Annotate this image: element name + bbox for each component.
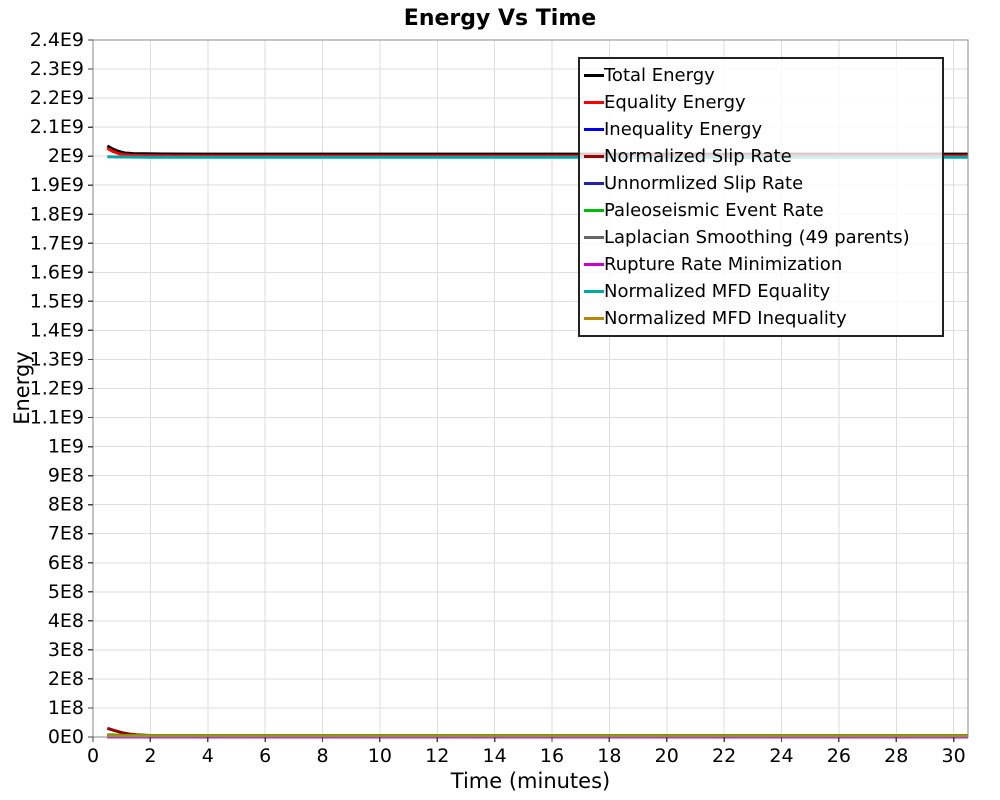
legend-item: Rupture Rate Minimization [584, 251, 938, 278]
y-tick-label: 2.2E9 [30, 87, 84, 109]
legend-swatch-line [584, 209, 604, 212]
legend-item: Normalized MFD Equality [584, 278, 938, 305]
legend-item-label: Normalized MFD Inequality [604, 308, 847, 329]
legend-item: Inequality Energy [584, 116, 938, 143]
series-line [107, 155, 968, 159]
y-tick-label: 1.3E9 [30, 348, 84, 370]
legend-swatch-line [584, 128, 604, 131]
legend-swatch-line [584, 263, 604, 266]
legend-item: Total Energy [584, 62, 938, 89]
y-tick-label: 1.5E9 [30, 290, 84, 312]
x-tick-label: 14 [483, 745, 507, 767]
y-tick-label: 1.6E9 [30, 261, 84, 283]
y-tick-label: 1E9 [48, 436, 84, 458]
legend-item-label: Total Energy [604, 65, 715, 86]
legend-swatch-line [584, 101, 604, 104]
legend-swatch-line [584, 155, 604, 158]
x-tick-label: 22 [712, 745, 736, 767]
y-tick-label: 2.3E9 [30, 58, 84, 80]
y-tick-label: 2.4E9 [30, 29, 84, 51]
y-tick-label: 2E9 [48, 145, 84, 167]
legend-item-label: Normalized Slip Rate [604, 146, 792, 167]
x-tick-label: 16 [540, 745, 564, 767]
y-tick-label: 1.8E9 [30, 203, 84, 225]
y-tick-label: 1.2E9 [30, 378, 84, 400]
x-tick-label: 20 [655, 745, 679, 767]
legend-item: Equality Energy [584, 89, 938, 116]
x-tick-label: 24 [769, 745, 793, 767]
legend-item-label: Rupture Rate Minimization [604, 254, 843, 275]
series-line [106, 144, 968, 156]
x-tick-label: 18 [597, 745, 621, 767]
x-tick-label: 0 [87, 745, 99, 767]
x-tick-label: 30 [942, 745, 966, 767]
legend-item: Unnormlized Slip Rate [584, 170, 938, 197]
legend-item: Normalized Slip Rate [584, 143, 938, 170]
y-tick-label: 0E0 [48, 726, 84, 748]
y-tick-label: 1.1E9 [30, 407, 84, 429]
chart-title: Energy Vs Time [403, 6, 597, 31]
y-tick-label: 1.4E9 [30, 319, 84, 341]
x-axis-label: Time (minutes) [450, 769, 611, 793]
legend-item: Laplacian Smoothing (49 parents) [584, 224, 938, 251]
legend-swatch-line [584, 317, 604, 320]
y-tick-label: 2.1E9 [30, 116, 84, 138]
legend: Total Energy Equality Energy Inequality En… [578, 57, 944, 337]
y-tick-label: 1.9E9 [30, 174, 84, 196]
legend-swatch-line [584, 74, 604, 77]
x-tick-label: 8 [316, 745, 328, 767]
y-tick-label: 4E8 [48, 610, 84, 632]
x-tick-label: 26 [827, 745, 851, 767]
legend-swatch-line [584, 236, 604, 239]
legend-item-label: Equality Energy [604, 92, 746, 113]
y-tick-label: 7E8 [48, 523, 84, 545]
y-tick-label: 9E8 [48, 465, 84, 487]
x-tick-label: 2 [144, 745, 156, 767]
y-tick-label: 3E8 [48, 639, 84, 661]
x-tick-label: 4 [202, 745, 214, 767]
y-tick-label: 1.7E9 [30, 232, 84, 254]
y-tick-label: 6E8 [48, 552, 84, 574]
legend-item: Paleoseismic Event Rate [584, 197, 938, 224]
y-tick-label: 1E8 [48, 697, 84, 719]
legend-item: Normalized MFD Inequality [584, 305, 938, 332]
x-tick-label: 10 [368, 745, 392, 767]
y-tick-label: 8E8 [48, 494, 84, 516]
legend-item-label: Unnormlized Slip Rate [604, 173, 804, 194]
legend-swatch-line [584, 182, 604, 185]
legend-item-label: Inequality Energy [604, 119, 763, 140]
legend-item-label: Normalized MFD Equality [604, 281, 831, 302]
x-tick-label: 6 [259, 745, 271, 767]
x-tick-label: 12 [425, 745, 449, 767]
y-tick-label: 5E8 [48, 581, 84, 603]
legend-item-label: Laplacian Smoothing (49 parents) [604, 227, 910, 248]
y-tick-label: 2E8 [48, 668, 84, 690]
legend-item-label: Paleoseismic Event Rate [604, 200, 824, 221]
x-tick-label: 28 [884, 745, 908, 767]
legend-swatch-line [584, 290, 604, 293]
